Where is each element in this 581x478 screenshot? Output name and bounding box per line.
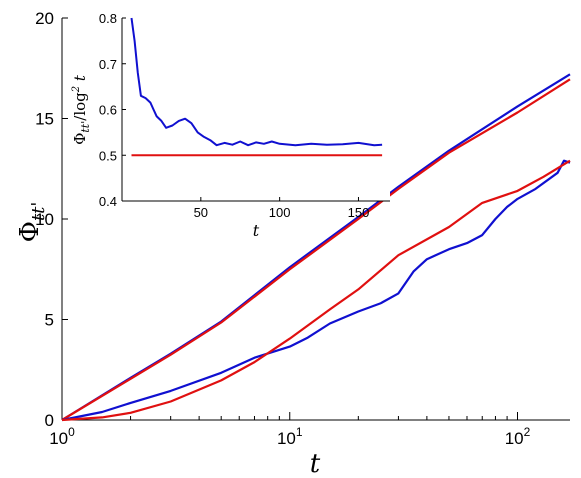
main-x-tick-label: 100 <box>49 425 75 448</box>
main-series-line-2 <box>61 78 571 421</box>
inset-series-line-1 <box>130 17 383 147</box>
inset-y-tick-label: 0.6 <box>99 103 117 118</box>
inset-series-group <box>130 17 383 157</box>
main-y-tick-label: 5 <box>45 311 54 330</box>
inset-x-axis-label: t <box>253 221 260 240</box>
main-x-axis-label: t <box>310 449 321 478</box>
inset-y-tick-label: 0.7 <box>99 57 117 72</box>
inset-y-tick-label: 0.8 <box>99 11 117 26</box>
main-series-line-4 <box>61 159 571 422</box>
inset-plot: 0.4 0.5 0.6 0.7 0.8 50 100 150 Φtt'/log2 t t <box>71 11 390 240</box>
main-x-tick-label: 101 <box>277 425 303 448</box>
main-y-tick-label: 0 <box>45 411 54 430</box>
inset-x-tick-label: 100 <box>269 205 291 220</box>
main-y-tick-label: 10 <box>35 210 54 229</box>
inset-y-tick-label: 0.5 <box>99 148 117 163</box>
main-ticks: 0 5 10 15 20 100 101 102 <box>35 9 531 448</box>
main-y-tick-label: 15 <box>35 110 54 129</box>
main-y-axis-label: Φtt' <box>15 202 49 243</box>
inset-ticks: 0.4 0.5 0.6 0.7 0.8 50 100 150 <box>99 11 369 220</box>
inset-x-tick-label: 50 <box>194 205 208 220</box>
inset-background <box>122 18 390 201</box>
inset-x-tick-label: 150 <box>348 205 370 220</box>
main-plot: 0 5 10 15 20 100 101 102 Φtt' t <box>15 9 571 478</box>
inset-y-axis-label: Φtt'/log2 t <box>71 74 92 145</box>
main-y-tick-label: 20 <box>35 9 54 28</box>
main-series-group <box>61 73 571 422</box>
main-x-tick-label: 102 <box>505 425 531 448</box>
main-series-line-3 <box>61 159 571 422</box>
inset-y-tick-label: 0.4 <box>99 194 117 209</box>
